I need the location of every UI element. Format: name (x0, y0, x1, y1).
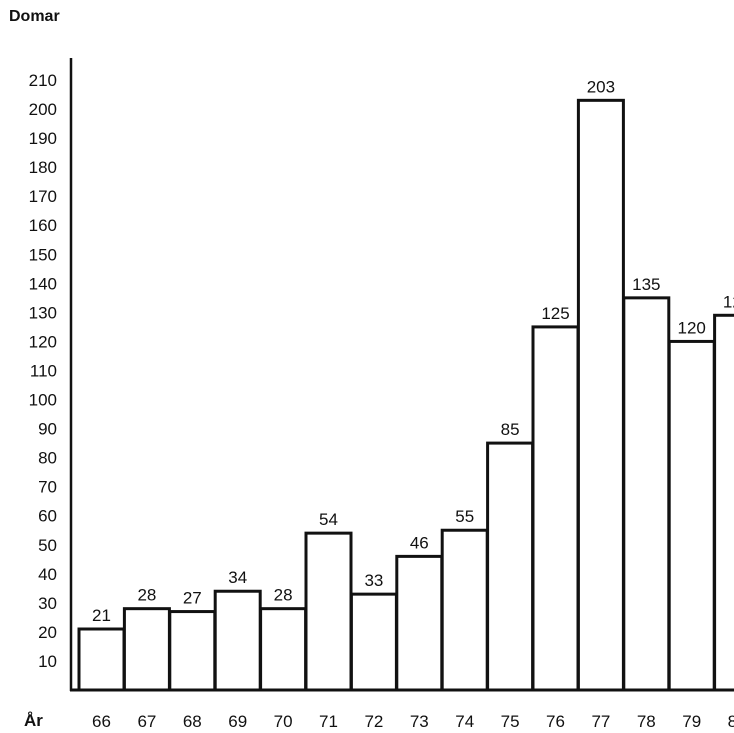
x-tick-label: 68 (183, 712, 202, 731)
bar (77, 627, 126, 692)
bar (486, 441, 535, 692)
bar (667, 339, 716, 692)
bar (440, 528, 489, 692)
bar (576, 98, 625, 692)
bar (259, 607, 308, 692)
y-tick-label: 190 (29, 129, 57, 148)
bar (349, 592, 398, 692)
x-tick-label: 69 (228, 712, 247, 731)
bars (77, 98, 734, 692)
data-label: 28 (137, 586, 156, 605)
data-label: 129 (723, 292, 734, 311)
x-tick-label: 71 (319, 712, 338, 731)
y-tick-label: 30 (38, 594, 57, 613)
data-label: 120 (678, 318, 706, 337)
x-tick-label: 79 (682, 712, 701, 731)
bar (713, 313, 734, 692)
bar (122, 607, 171, 692)
y-tick-label: 100 (29, 391, 57, 410)
data-label: 203 (587, 77, 615, 96)
y-tick-label: 70 (38, 478, 57, 497)
y-axis-title: Domar (9, 8, 60, 25)
y-tick-label: 60 (38, 507, 57, 526)
bar (304, 531, 353, 692)
data-label: 28 (274, 586, 293, 605)
y-tick-label: 170 (29, 187, 57, 206)
data-label: 34 (228, 568, 247, 587)
bar (395, 554, 444, 692)
y-tick-label: 210 (29, 71, 57, 90)
y-tick-labels: 10 20 30 40 50 60 70 80 90 100 110 120 130 140 150 160 1… (29, 71, 57, 671)
y-tick-label: 200 (29, 100, 57, 119)
y-tick-label: 90 (38, 420, 57, 439)
data-label: 21 (92, 606, 111, 625)
x-axis-title: År (24, 711, 43, 730)
y-tick-label: 110 (30, 361, 57, 380)
y-tick-label: 130 (29, 303, 57, 322)
x-tick-label: 76 (546, 712, 565, 731)
bar (213, 589, 262, 692)
x-tick-label: 70 (274, 712, 293, 731)
bar (168, 610, 217, 692)
y-tick-label: 40 (38, 565, 57, 584)
data-label: 85 (501, 420, 520, 439)
y-tick-label: 150 (29, 245, 57, 264)
x-tick-label: 80 (728, 712, 734, 731)
data-labels: 21 28 27 34 28 54 33 46 55 85 125 203 135 120 129 (92, 77, 734, 625)
bar (531, 325, 580, 692)
y-tick-label: 140 (29, 274, 57, 293)
data-label: 27 (183, 589, 202, 608)
bar (622, 296, 671, 692)
y-tick-label: 10 (38, 652, 57, 671)
x-tick-label: 78 (637, 712, 656, 731)
x-tick-label: 77 (591, 712, 610, 731)
x-tick-label: 72 (364, 712, 383, 731)
x-tick-label: 67 (137, 712, 156, 731)
y-tick-label: 160 (29, 216, 57, 235)
y-tick-label: 80 (38, 449, 57, 468)
data-label: 54 (319, 510, 338, 529)
x-tick-label: 66 (92, 712, 111, 731)
x-tick-labels: 66 67 68 69 70 71 72 73 74 75 76 77 78 79 80 (92, 712, 734, 731)
y-tick-label: 20 (38, 623, 57, 642)
x-tick-label: 73 (410, 712, 429, 731)
data-label: 33 (364, 571, 383, 590)
data-label: 135 (632, 275, 660, 294)
y-tick-label: 50 (38, 536, 57, 555)
y-tick-label: 180 (29, 158, 57, 177)
y-tick-label: 120 (29, 332, 57, 351)
x-tick-label: 75 (501, 712, 520, 731)
x-tick-label: 74 (455, 712, 474, 731)
data-label: 125 (541, 304, 569, 323)
data-label: 55 (455, 507, 474, 526)
data-label: 46 (410, 533, 429, 552)
